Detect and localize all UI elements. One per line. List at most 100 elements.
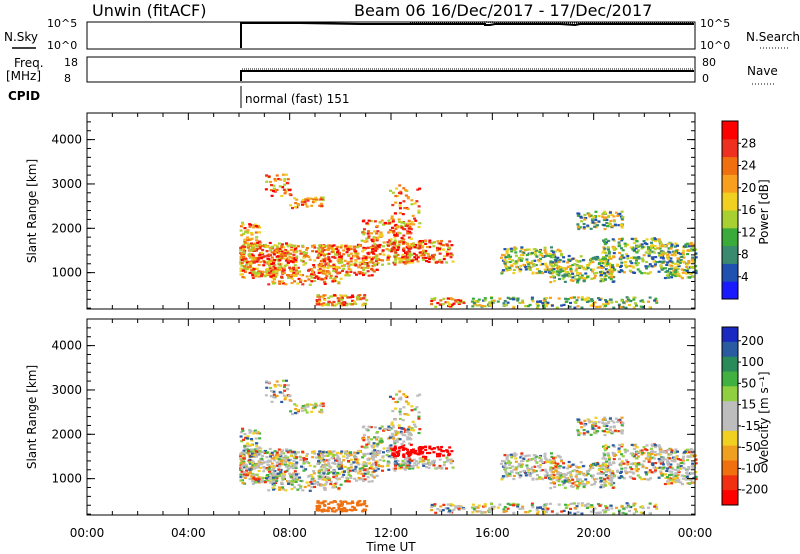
range-cell (332, 461, 336, 465)
range-cell (327, 244, 331, 247)
range-cell (545, 460, 549, 463)
range-cell (273, 258, 277, 262)
range-cell (576, 432, 580, 435)
range-cell (327, 450, 331, 453)
range-cell (320, 484, 324, 487)
range-cell (531, 271, 535, 274)
range-cell (317, 254, 321, 257)
range-cell (649, 246, 653, 250)
range-cell (432, 447, 436, 450)
range-cell (436, 260, 440, 263)
range-cell (287, 258, 291, 261)
range-cell (607, 276, 611, 279)
velocity-data-layer (239, 379, 698, 515)
range-cell (351, 505, 355, 508)
range-cell (402, 444, 406, 447)
range-cell (319, 408, 323, 411)
range-cell (550, 269, 554, 272)
range-cell (386, 450, 390, 453)
range-cell (307, 268, 311, 271)
range-cell (654, 239, 658, 243)
range-cell (277, 448, 281, 451)
range-cell (519, 465, 523, 468)
range-cell (640, 453, 644, 456)
range-cell (288, 266, 292, 269)
range-cell (586, 266, 590, 270)
range-cell (405, 251, 409, 254)
range-cell (278, 465, 282, 468)
range-cell (660, 268, 664, 271)
range-cell (617, 241, 621, 244)
range-cell (332, 269, 336, 273)
range-cell (372, 458, 376, 461)
range-cell (410, 259, 414, 263)
range-cell (573, 512, 577, 515)
range-cell (427, 466, 431, 469)
range-cell (548, 296, 552, 299)
range-cell (608, 476, 612, 479)
range-cell (648, 263, 652, 266)
range-cell (336, 471, 340, 475)
range-cell (592, 421, 596, 425)
range-cell (587, 213, 591, 216)
range-cell (606, 476, 610, 480)
range-cell (395, 400, 399, 404)
range-cell (645, 238, 649, 241)
range-cell (333, 500, 337, 503)
range-cell (247, 466, 251, 469)
range-cell (602, 452, 606, 455)
range-cell (317, 455, 321, 458)
range-cell (268, 254, 272, 257)
range-cell (567, 460, 571, 464)
range-cell (563, 479, 567, 482)
range-cell (375, 224, 379, 228)
freq-trace (240, 70, 694, 81)
range-cell (280, 194, 284, 198)
range-cell (337, 465, 341, 468)
range-cell (270, 476, 274, 479)
range-cell (250, 246, 254, 249)
range-cell (352, 255, 356, 258)
range-cell (626, 463, 630, 466)
range-cell (634, 237, 638, 240)
range-cell (511, 259, 515, 262)
range-cell (624, 260, 628, 264)
range-cell (371, 446, 375, 449)
range-cell (551, 467, 555, 470)
range-cell (312, 244, 316, 247)
range-cell (263, 461, 267, 464)
range-cell (336, 265, 340, 269)
range-cell (684, 244, 688, 247)
range-cell (299, 479, 303, 483)
nave-tick-bottom: 0 (702, 72, 709, 85)
range-cell (396, 437, 400, 440)
range-cell (320, 468, 324, 471)
range-cell (250, 231, 254, 235)
range-cell (561, 277, 565, 280)
range-cell (349, 248, 353, 251)
range-cell (322, 266, 326, 269)
range-cell (263, 481, 267, 484)
range-cell (272, 253, 276, 256)
range-cell (395, 194, 399, 198)
range-cell (418, 445, 422, 449)
range-cell (424, 256, 428, 260)
range-cell (603, 243, 607, 246)
range-cell (292, 268, 296, 271)
range-cell (257, 272, 261, 275)
range-cell (613, 429, 617, 432)
range-cell (270, 270, 274, 273)
range-cell (635, 451, 639, 454)
range-cell (418, 239, 422, 243)
range-cell (571, 463, 575, 466)
range-cell (406, 242, 410, 245)
range-cell (404, 189, 408, 192)
nsearch-label: N.Search (746, 30, 800, 44)
range-cell (659, 256, 663, 259)
range-cell (362, 231, 366, 235)
range-cell (677, 260, 681, 263)
range-cell (686, 458, 690, 462)
range-cell (353, 262, 357, 265)
range-cell (644, 265, 648, 268)
range-cell (666, 276, 670, 279)
